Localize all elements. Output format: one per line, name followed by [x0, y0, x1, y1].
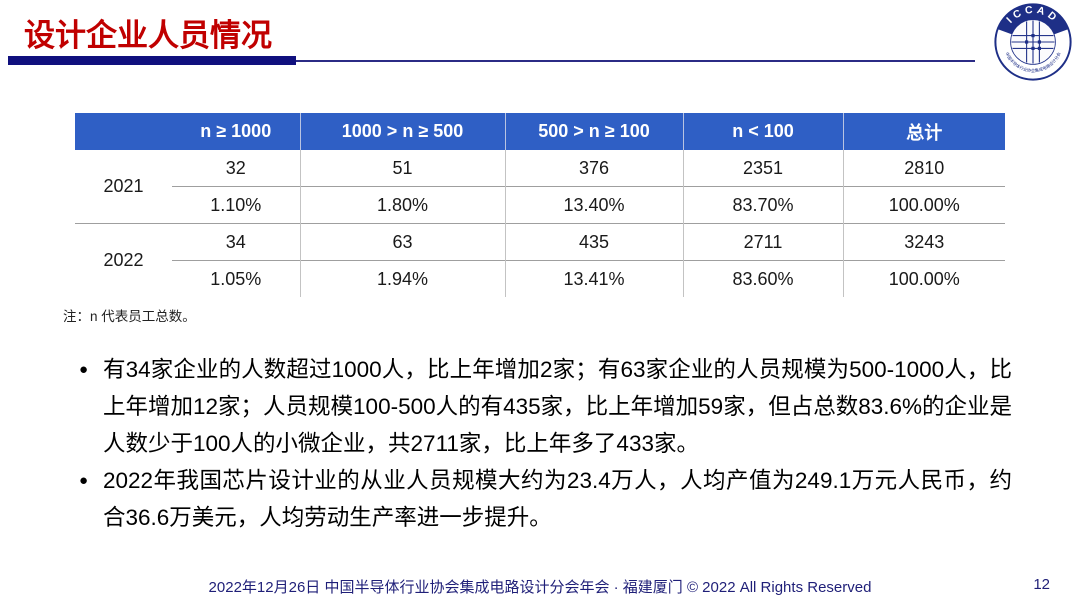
page-title: 设计企业人员情况: [24, 18, 272, 53]
table-header-row: n ≥ 1000 1000 > n ≥ 500 500 > n ≥ 100 n …: [75, 113, 1005, 150]
table-cell: 3243: [842, 223, 1005, 261]
table-row-2021-counts: 2021 32 51 376 2351 2810: [75, 150, 1005, 224]
header-500-100: 500 > n ≥ 100: [504, 113, 683, 150]
header-n-lt-100: n < 100: [682, 113, 843, 150]
bullet-text: 有34家企业的人数超过1000人，比上年增加2家；有63家企业的人员规模为500…: [103, 357, 1012, 456]
table-cell: 1.10%: [172, 186, 300, 224]
header-1000-500: 1000 > n ≥ 500: [299, 113, 505, 150]
page-number: 12: [1033, 576, 1050, 593]
table-cell: 435: [504, 223, 683, 261]
table-cell: 51: [299, 150, 505, 187]
table-cell: 100.00%: [842, 186, 1005, 224]
table-cell: 13.40%: [504, 186, 683, 224]
title-rule-thick: [8, 56, 296, 65]
bullet-item: ● 有34家企业的人数超过1000人，比上年增加2家；有63家企业的人员规模为5…: [79, 351, 1012, 462]
table-row-2022-percents: 1.05% 1.94% 13.41% 83.60% 100.00%: [75, 260, 1005, 297]
iccad-logo: ICCAD 中国半导体行业协会集成电路设计分会: [993, 2, 1073, 82]
header-n-ge-1000: n ≥ 1000: [172, 113, 300, 150]
table-row-2022-counts: 2022 34 63 435 2711 3243: [75, 223, 1005, 297]
footer-text: 2022年12月26日 中国半导体行业协会集成电路设计分会年会 · 福建厦门 ©…: [208, 579, 872, 596]
table-cell: 34: [172, 223, 300, 261]
bullet-text: 2022年我国芯片设计业的从业人员规模大约为23.4万人，人均产值为249.1万…: [103, 468, 1012, 530]
header-empty: [75, 113, 172, 150]
table-cell: 2711: [682, 223, 843, 261]
iccad-logo-icon: ICCAD 中国半导体行业协会集成电路设计分会: [994, 3, 1072, 81]
table-footnote: 注：n 代表员工总数。: [63, 309, 196, 324]
table-cell: 100.00%: [842, 260, 1005, 297]
table-cell: 63: [299, 223, 505, 261]
personnel-table: n ≥ 1000 1000 > n ≥ 500 500 > n ≥ 100 n …: [75, 113, 1005, 297]
bullet-item: ● 2022年我国芯片设计业的从业人员规模大约为23.4万人，人均产值为249.…: [79, 462, 1012, 536]
table-cell: 1.94%: [299, 260, 505, 297]
table-cell: 32: [172, 150, 300, 187]
title-rule-thin: [296, 60, 975, 62]
table-cell: 2810: [842, 150, 1005, 187]
table-cell: 1.80%: [299, 186, 505, 224]
table-row-2021-percents: 1.10% 1.80% 13.40% 83.70% 100.00%: [75, 186, 1005, 224]
table-cell: 376: [504, 150, 683, 187]
bullet-list: ● 有34家企业的人数超过1000人，比上年增加2家；有63家企业的人员规模为5…: [79, 351, 1012, 536]
row-label-2021: 2021: [75, 150, 172, 224]
header-total: 总计: [842, 113, 1005, 150]
table-cell: 83.70%: [682, 186, 843, 224]
table-cell: 83.60%: [682, 260, 843, 297]
table-cell: 1.05%: [172, 260, 300, 297]
table-cell: 2351: [682, 150, 843, 187]
row-label-2022: 2022: [75, 223, 172, 297]
bullet-dot-icon: ●: [79, 472, 89, 489]
table-cell: 13.41%: [504, 260, 683, 297]
bullet-dot-icon: ●: [79, 361, 89, 378]
